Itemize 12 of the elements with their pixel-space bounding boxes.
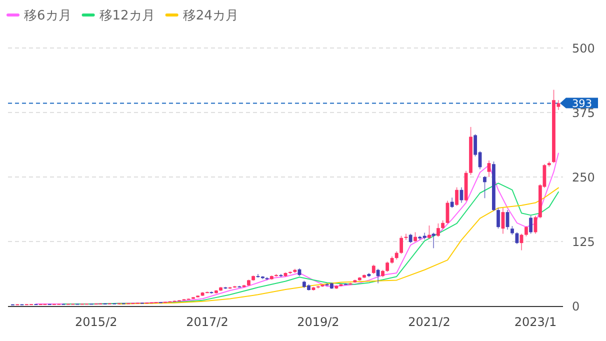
x-tick-label: 2019/2 — [297, 315, 340, 329]
legend-label: 移24カ月 — [182, 8, 238, 24]
y-tick-label: 500 — [572, 41, 595, 56]
y-tick-label: 125 — [572, 234, 595, 249]
y-tick-label: 0 — [572, 299, 580, 314]
x-tick-label: 2021/2 — [408, 315, 450, 329]
x-tick-label: 2023/1 — [514, 315, 557, 329]
legend-label: 移6カ月 — [24, 8, 72, 24]
x-tick-label: 2017/2 — [186, 315, 228, 329]
x-tick-label: 2015/2 — [75, 315, 118, 329]
legend-label: 移12カ月 — [99, 8, 155, 24]
y-tick-label: 250 — [572, 170, 595, 184]
